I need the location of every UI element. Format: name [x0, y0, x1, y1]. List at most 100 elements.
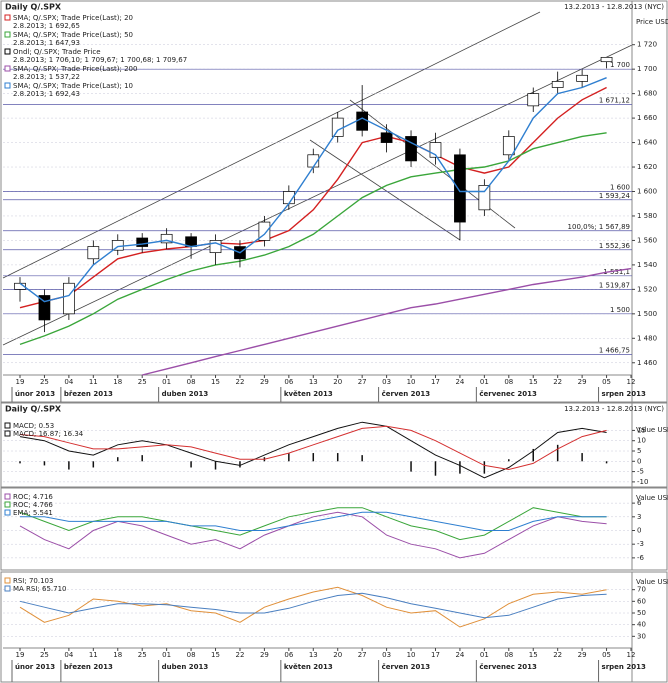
legend-swatch	[4, 14, 11, 21]
y-tick-label: 30	[637, 632, 646, 640]
x-tick-label: 11	[89, 651, 98, 659]
candle-body	[502, 136, 515, 156]
x-tick-label: 15	[529, 651, 538, 659]
histogram-bar	[239, 461, 241, 468]
series-line	[19, 86, 607, 309]
x-tick-label: 13	[309, 651, 318, 659]
legend-entry: SMA; Q/.SPX; Trade Price(Last); 200	[13, 65, 137, 73]
legend-swatch	[4, 509, 11, 516]
axis-label: Value USD	[636, 578, 668, 586]
legend-swatch	[4, 430, 11, 437]
legend-swatch	[4, 577, 11, 584]
level-label: 1 500	[610, 306, 630, 314]
y-tick-label: 0	[637, 457, 641, 465]
histogram-bar	[312, 453, 315, 462]
legend-swatch	[4, 82, 11, 89]
month-label: srpen 2013	[602, 663, 646, 671]
x-tick-label: 17	[431, 651, 440, 659]
candle-body	[87, 246, 100, 260]
y-tick-label: 1 680	[637, 90, 657, 98]
x-tick-label: 01	[480, 378, 489, 386]
x-tick-label: 01	[162, 378, 171, 386]
legend-entry: ROC; 4.716	[13, 493, 53, 501]
month-label: březen 2013	[64, 663, 113, 671]
candle-body	[429, 142, 442, 158]
x-tick-label: 25	[138, 378, 147, 386]
histogram-bar	[117, 457, 119, 462]
trend-line	[2, 44, 633, 346]
y-tick-label: 1 700	[637, 65, 657, 73]
candle-body	[160, 233, 173, 244]
month-label: květen 2013	[284, 663, 333, 671]
y-tick-label: 1 460	[637, 359, 657, 367]
legend-swatch	[4, 31, 11, 38]
x-tick-label: 15	[211, 651, 220, 659]
axis-label: Value USD	[636, 426, 668, 434]
legend-entry: MACD; 0.53	[13, 422, 54, 430]
x-tick-label: 06	[284, 378, 293, 386]
x-tick-label: 04	[64, 378, 73, 386]
y-tick-label: 1 600	[637, 188, 657, 196]
histogram-bar	[190, 461, 192, 468]
candle-body	[576, 74, 588, 82]
histogram-bar	[214, 461, 217, 470]
y-tick-label: 1 640	[637, 139, 657, 147]
y-tick-label: 70	[637, 586, 646, 594]
x-tick-label: 22	[235, 651, 244, 659]
candle-body	[380, 132, 393, 143]
histogram-bar	[68, 461, 70, 470]
x-tick-label: 12	[627, 651, 636, 659]
y-tick-label: 1 580	[637, 212, 657, 220]
histogram-bar	[459, 461, 461, 474]
candle-body	[527, 93, 540, 107]
candle-body	[258, 221, 271, 241]
x-tick-label: 24	[455, 651, 464, 659]
candle-body	[405, 136, 417, 162]
candle-body	[38, 295, 51, 321]
series-layer	[14, 56, 632, 376]
legend-entry: EMA; 5.541	[13, 509, 53, 517]
x-tick-label: 19	[16, 651, 25, 659]
candle-body	[209, 240, 222, 254]
x-tick-label: 15	[211, 378, 220, 386]
legend-swatch	[4, 65, 11, 72]
y-tick-label: 50	[637, 609, 646, 617]
y-tick-label: -10	[637, 478, 648, 486]
panel-title: Daily Q/.SPX	[5, 405, 62, 414]
x-tick-label: 10	[407, 651, 416, 659]
date-range: 13.2.2013 - 12.8.2013 (NYC)	[564, 405, 664, 413]
candle-body	[111, 240, 124, 251]
candle-body	[63, 282, 75, 315]
histogram-bar	[43, 461, 46, 466]
level-label: 1 600	[610, 184, 630, 192]
x-tick-label: 20	[333, 651, 342, 659]
y-tick-label: 1 480	[637, 334, 657, 342]
series-line	[20, 511, 607, 531]
x-tick-label: 05	[602, 651, 611, 659]
histogram-bar	[532, 448, 534, 462]
panel-title: Daily Q/.SPX	[5, 3, 62, 12]
x-tick-label: 22	[553, 378, 562, 386]
x-tick-label: 27	[358, 378, 367, 386]
legend-entry: SMA; Q/.SPX; Trade Price(Last); 10	[13, 82, 133, 90]
x-tick-label: 19	[16, 378, 25, 386]
legend-value: 2.8.2013; 1 692,65	[13, 22, 80, 30]
month-label: červenec 2013	[479, 390, 537, 398]
x-tick-label: 22	[235, 378, 244, 386]
x-tick-label: 03	[382, 378, 391, 386]
x-tick-label: 12	[627, 378, 636, 386]
legend-entry: MACD; 16.87; 16.34	[13, 430, 84, 438]
panel-frame	[0, 402, 668, 488]
x-tick-label: 25	[138, 651, 147, 659]
y-tick-label: 1 500	[637, 310, 657, 318]
histogram-bar	[556, 444, 559, 462]
month-label: červenec 2013	[479, 663, 537, 671]
x-tick-label: 20	[333, 378, 342, 386]
legend-swatch	[4, 48, 11, 55]
candle-body	[14, 282, 26, 290]
x-tick-label: 29	[578, 378, 587, 386]
x-tick-label: 06	[284, 651, 293, 659]
y-tick-label: 1 720	[637, 41, 657, 49]
x-tick-label: 17	[431, 378, 440, 386]
series-line	[19, 507, 607, 541]
